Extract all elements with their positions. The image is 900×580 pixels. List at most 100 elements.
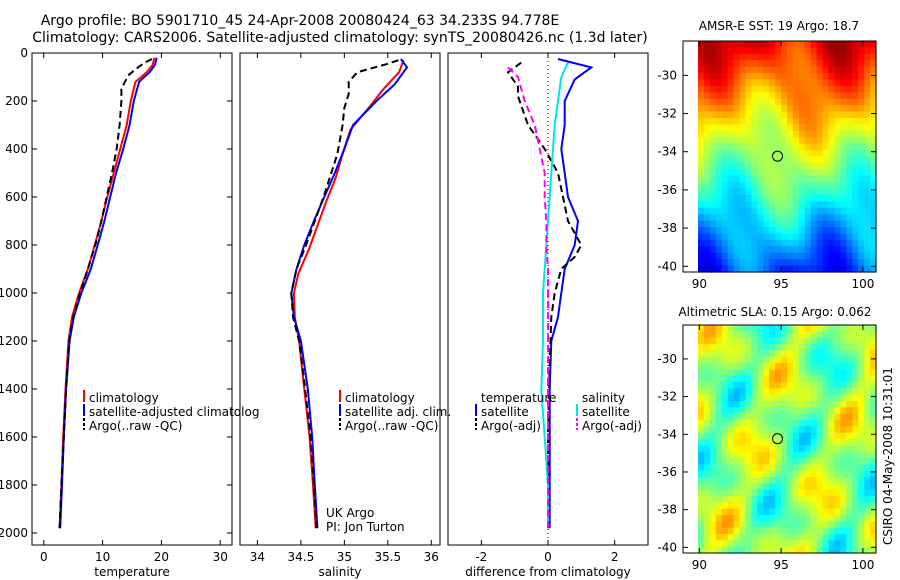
map-cell [828,201,836,209]
map-cell [810,439,818,446]
map-cell [870,337,877,345]
map-cell [864,382,871,389]
map-cell [852,252,859,260]
map-cell [828,85,836,93]
map-cell [792,401,800,408]
map-cell [739,220,747,228]
map-cell [709,214,717,222]
map-cell [739,201,747,209]
map-cell [846,188,853,196]
map-cell [816,265,824,273]
map-cell [698,137,705,145]
map-cell [769,546,776,554]
map-cell [698,432,705,440]
map-cell [798,356,806,364]
map-cell [703,502,711,510]
x-tick-label: 35 [337,550,352,564]
map-cell [852,407,859,415]
map-cell [739,150,747,158]
map-cell [715,143,723,151]
map-cell [698,344,705,351]
map-cell [781,426,788,434]
map-cell [840,66,847,74]
map-cell [816,344,824,351]
map-cell [787,445,794,453]
map-cell [840,53,847,61]
map-cell [787,105,794,113]
argo-position-marker [772,433,784,445]
map-cell [721,105,729,113]
map-cell [834,53,841,61]
map-cell [798,439,806,446]
map-cell [781,413,788,421]
map-cell [781,214,788,222]
map-cell [733,394,741,402]
map-cell [787,188,794,196]
map-cell [727,252,735,260]
map-cell [715,496,723,503]
map-cell [715,477,723,484]
map-cell [858,325,865,332]
map-cell [846,356,853,364]
map-cell [757,540,764,548]
map-cell [810,363,818,370]
map-cell [698,85,705,93]
map-cell [757,483,764,491]
map-cell [781,246,788,254]
map-cell [852,470,859,478]
map-cell [834,265,841,273]
map-cell [757,188,764,196]
map-cell [858,207,865,215]
map-cell [787,73,794,81]
map-cell [757,369,764,377]
map-cell [846,375,853,383]
map-cell [763,105,770,113]
map-cell [864,85,871,93]
side-timestamp-label: CSIRO 04-May-2008 10:31:01 [881,367,895,545]
map-cell [828,239,836,247]
map-cell [751,337,758,345]
map-cell [846,98,853,106]
map-cell [816,252,824,260]
map-cell [787,85,794,93]
map-cell [709,508,717,516]
map-cell [769,401,776,408]
map-cell [804,375,812,383]
map-cell [715,98,723,106]
map-cell [810,527,818,535]
map-cell [787,489,794,497]
map-cell [858,413,865,421]
map-cell [792,458,800,465]
map-cell [751,143,758,151]
map-cell [757,477,764,484]
map-cell [703,182,711,190]
map-cell [846,79,853,87]
map-cell [804,105,812,113]
map-cell [745,546,752,554]
map-cell [846,369,853,377]
map-cell [816,143,824,151]
map-cell [715,169,723,177]
map-cell [792,98,800,106]
map-cell [792,124,800,132]
map-cell [698,445,705,453]
map-cell [816,79,824,87]
map-cell [751,515,758,522]
map-cell [804,130,812,138]
map-cell [698,337,705,345]
map-cell [816,350,824,358]
map-cell [769,214,776,222]
map-cell [757,344,764,351]
map-cell [703,66,711,74]
map-cell [828,246,836,254]
map-cell [698,233,705,241]
map-cell [834,439,841,446]
map-cell [781,150,788,158]
map-cell [763,515,770,522]
map-cell [858,489,865,497]
map-cell [787,98,794,106]
map-cell [709,92,717,100]
map-cell [745,363,752,370]
map-cell [846,344,853,351]
map-cell [846,143,853,151]
